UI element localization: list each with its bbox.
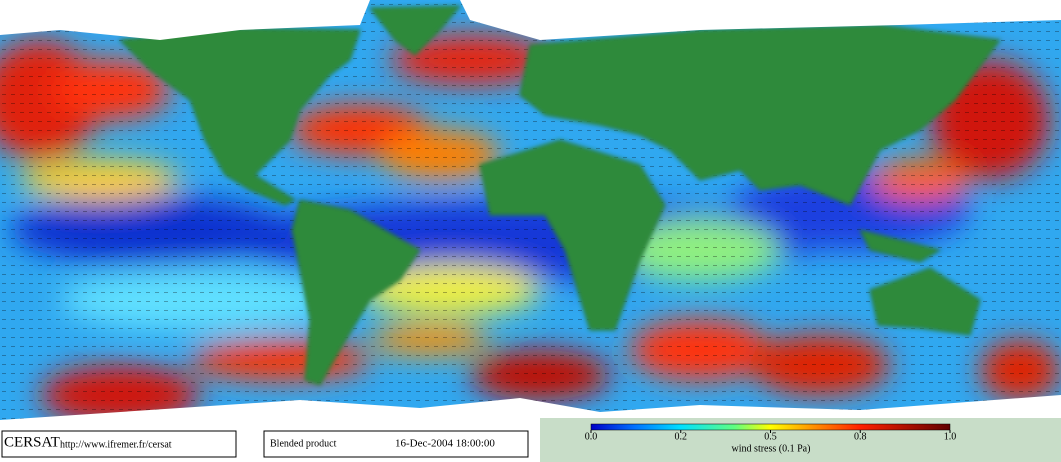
colorbar-tick-label: 1.0 [944, 431, 957, 442]
product: Blended product [270, 438, 337, 449]
colorbar-tick-label: 0.8 [854, 431, 867, 442]
product-box [263, 430, 529, 458]
logo-box [1, 430, 237, 458]
colorbar-ticks: 0.0 0.2 0.5 0.8 1.0 [585, 430, 957, 442]
colorbar [590, 423, 951, 431]
colorbar-tick-label: 0.0 [585, 431, 598, 442]
colorbar-tick-label: 0.5 [764, 431, 777, 442]
colorbar-label: wind stress (0.1 Pa) [732, 443, 811, 454]
colorbar-tick-label: 0.2 [675, 431, 688, 442]
datetime: 16-Dec-2004 18:00:00 [395, 438, 495, 450]
land [118, 5, 1001, 386]
logo: CERSAT [4, 434, 60, 450]
url: http://www.ifremer.fr/cersat [60, 439, 172, 450]
